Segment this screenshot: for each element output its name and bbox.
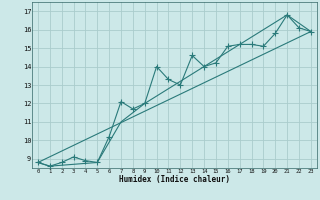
X-axis label: Humidex (Indice chaleur): Humidex (Indice chaleur) bbox=[119, 175, 230, 184]
